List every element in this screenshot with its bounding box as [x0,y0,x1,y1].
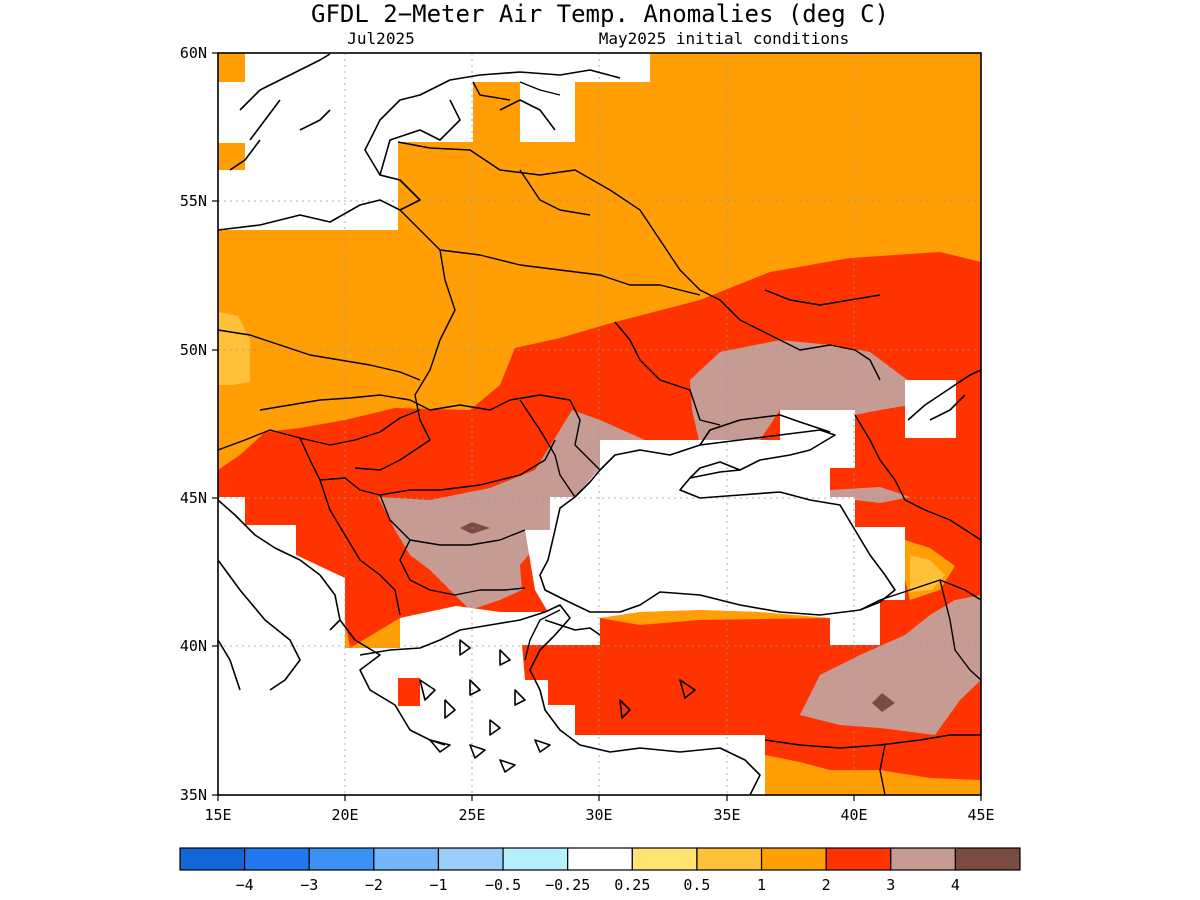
anomaly-1-2-region-south [765,755,981,795]
valid-month-label: Jul2025 [347,29,414,48]
lon-label-35e: 35E [713,806,740,824]
lon-label-25e: 25E [458,806,485,824]
graticule [218,53,981,795]
colorbar-label-9: 2 [822,876,831,894]
colorbar-swatch-2 [308,847,375,871]
masked-cells [218,53,956,795]
colorbar-swatch-11 [890,847,956,871]
lat-label-40n: 40N [180,637,207,655]
colorbar-label-1: −3 [300,876,318,894]
lat-label-35n: 35N [180,786,207,804]
colorbar-swatch-8 [696,847,763,871]
colorbar-label-2: −2 [365,876,383,894]
colorbar-swatch-0 [179,847,246,871]
anomaly-above-4-bulgaria [460,522,490,534]
black-sea-coast [539,429,896,616]
anomaly-above-4-anatolia [872,693,895,712]
adriatic-coast [218,499,446,746]
lon-label-45e: 45E [967,806,994,824]
colorbar-label-0: −4 [236,876,254,894]
axis-ticks [212,52,982,801]
lon-label-40e: 40E [840,806,867,824]
initial-conditions-label: May2025 initial conditions [599,29,849,48]
colorbar-label-5: −0.25 [545,876,590,894]
colorbar-swatch-3 [373,847,440,871]
colorbar-swatch-5 [502,847,569,871]
longitude-labels: 15E 20E 25E 30E 35E 40E 45E [204,806,994,824]
masked-black-sea [525,410,905,645]
azov-coast [699,414,831,446]
colorbar: −4 −3 −2 −1 −0.5 −0.25 0.25 0.5 1 2 3 4 [179,847,1021,894]
colorbar-swatch-1 [244,847,310,871]
lat-label-50n: 50N [180,341,207,359]
colorbar-swatch-10 [825,847,892,871]
colorbar-label-11: 4 [951,876,960,894]
colorbar-label-10: 3 [886,876,895,894]
anomaly-3-4-region-anatolia [800,595,981,735]
colorbar-swatch-12 [954,847,1021,871]
caspian-coast [907,369,981,421]
colorbar-label-4: −0.5 [485,876,521,894]
lat-label-55n: 55N [180,192,207,210]
crimea-coast [689,461,741,479]
colorbar-label-7: 0.5 [683,876,710,894]
anomaly-0.5-1-region-caucasus [910,555,945,592]
colorbar-label-6: 0.25 [614,876,650,894]
baltic-coast [218,69,621,231]
colorbar-swatch-9 [760,847,827,871]
marmara-coast [544,619,601,636]
masked-caspian [905,380,956,438]
anomaly-3-4-region-balkans [378,410,645,610]
lon-label-15e: 15E [204,806,231,824]
colorbar-label-3: −1 [429,876,447,894]
map-fields [218,53,981,795]
colorbar-swatch-4 [437,847,504,871]
aegean-islands [419,639,696,773]
latitude-labels: 60N 55N 50N 45N 40N 35N [180,44,207,804]
lat-label-60n: 60N [180,44,207,62]
country-borders [218,81,981,795]
lon-label-30e: 30E [585,806,612,824]
scandinavia-coast [229,53,331,171]
masked-aegean [218,497,765,795]
masked-greece-cell [398,678,420,706]
colorbar-label-8: 1 [757,876,766,894]
masked-baltic [218,53,650,230]
anomaly-0.5-1-region [218,312,250,385]
colorbar-swatch-6 [567,847,633,871]
coastlines [218,53,981,795]
aegean-coast [359,604,761,795]
lon-label-20e: 20E [331,806,358,824]
colorbar-swatch-7 [631,847,698,871]
anomaly-1-2-region-pontic [600,610,830,625]
lat-label-45n: 45N [180,489,207,507]
map-title: GFDL 2−Meter Air Temp. Anomalies (deg C) [311,0,889,28]
